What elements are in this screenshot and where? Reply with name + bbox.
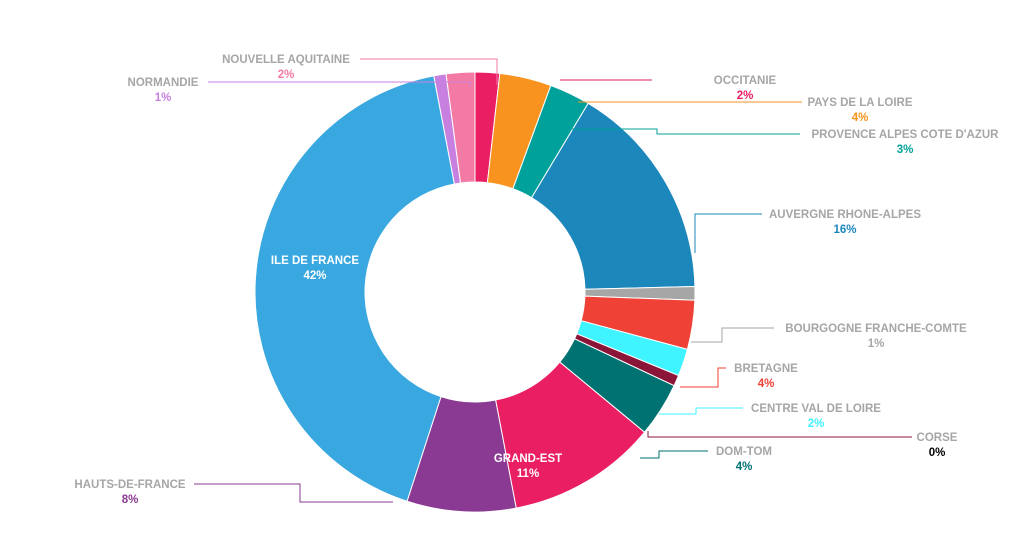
slice-nouvelle-aquitaine: [445, 71, 476, 184]
slice-ile-de-france: [254, 75, 455, 502]
label-bourgogne-franche-comte: BOURGOGNE FRANCHE-COMTE: [785, 323, 967, 335]
value-label-dom-tom: 4%: [736, 461, 753, 473]
value-label-normandie: 1%: [155, 92, 172, 104]
value-label-corse: 0%: [929, 447, 946, 459]
value-label-pays-de-la-loire: 4%: [852, 112, 869, 124]
leader-line-bourgogne-franche-comte: [691, 327, 774, 343]
value-label-provence-alpes-cote-d-azur: 3%: [897, 144, 914, 156]
leader-line-centre-val-de-loire: [659, 407, 743, 415]
value-label-occitanie: 2%: [737, 90, 754, 102]
leader-lines-group: [194, 58, 912, 503]
label-bretagne: BRETAGNE: [734, 363, 798, 375]
value-label-hauts-de-france: 8%: [122, 494, 139, 506]
leader-line-bretagne: [680, 367, 726, 388]
value-label-grand-est: 11%: [517, 468, 539, 480]
leader-line-auvergne-rhone-alpes: [694, 213, 762, 253]
value-label-ile-de-france: 42%: [303, 270, 326, 282]
label-auvergne-rhone-alpes: AUVERGNE RHONE-ALPES: [769, 209, 921, 221]
value-label-auvergne-rhone-alpes: 16%: [833, 224, 856, 236]
label-nouvelle-aquitaine: NOUVELLE AQUITAINE: [222, 54, 350, 66]
leader-line-provence-alpes-cote-d-azur: [567, 128, 800, 135]
leader-line-corse: [647, 431, 912, 438]
label-dom-tom: DOM-TOM: [716, 446, 772, 458]
value-label-bourgogne-franche-comte: 1%: [868, 338, 885, 350]
value-label-centre-val-de-loire: 2%: [808, 418, 825, 430]
label-hauts-de-france: HAUTS-DE-FRANCE: [74, 479, 185, 491]
leader-line-hauts-de-france: [194, 483, 393, 503]
labels-group: OCCITANIE 2% PAYS DE LA LOIRE 4% PROVENCE AL…: [74, 54, 999, 506]
label-ile-de-france: ILE DE FRANCE: [271, 255, 360, 267]
label-provence-alpes-cote-d-azur: PROVENCE ALPES COTE D'AZUR: [812, 129, 1000, 141]
leader-line-normandie: [208, 81, 471, 87]
label-centre-val-de-loire: CENTRE VAL DE LOIRE: [751, 403, 881, 415]
value-label-nouvelle-aquitaine: 2%: [278, 69, 295, 81]
slices-group: [254, 71, 696, 513]
leader-line-nouvelle-aquitaine: [360, 58, 498, 85]
label-pays-de-la-loire: PAYS DE LA LOIRE: [807, 97, 912, 109]
leader-line-dom-tom: [640, 450, 708, 459]
slice-auvergne-rhone-alpes: [530, 102, 696, 290]
label-grand-est: GRAND-EST: [494, 453, 562, 465]
label-occitanie: OCCITANIE: [714, 75, 777, 87]
label-normandie: NORMANDIE: [128, 77, 199, 89]
value-label-bretagne: 4%: [758, 378, 775, 390]
label-corse: CORSE: [917, 432, 958, 444]
